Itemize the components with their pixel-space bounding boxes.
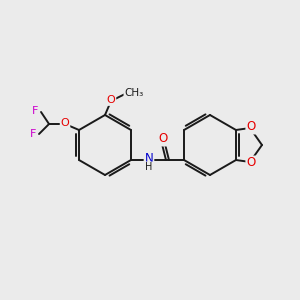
- Text: O: O: [158, 133, 168, 146]
- Text: CH₃: CH₃: [124, 88, 144, 98]
- Text: O: O: [246, 121, 256, 134]
- Text: N: N: [145, 152, 153, 166]
- Text: O: O: [246, 157, 256, 169]
- Text: O: O: [61, 118, 69, 128]
- Text: O: O: [106, 95, 116, 105]
- Text: F: F: [32, 106, 38, 116]
- Text: F: F: [30, 129, 36, 139]
- Text: H: H: [145, 162, 153, 172]
